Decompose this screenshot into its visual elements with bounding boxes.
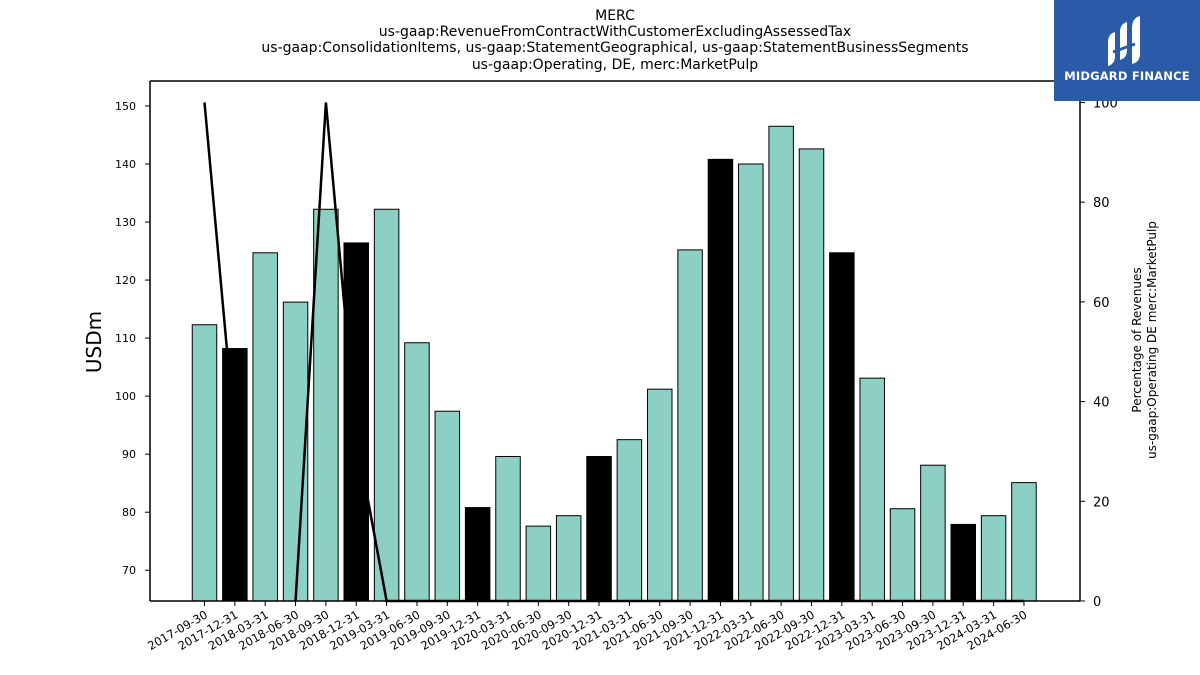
chart-title-line-1: MERC <box>595 8 635 24</box>
y2-tick-label: 20 <box>1093 495 1110 510</box>
bar-2024-06-30 <box>1011 482 1037 602</box>
midgard-logo-icon <box>1108 16 1140 66</box>
bar-2017-09-30 <box>191 324 218 602</box>
bar-2023-06-30 <box>889 508 916 602</box>
bar-2021-12-31 <box>707 158 734 602</box>
bar-2017-12-31 <box>222 348 248 602</box>
y-tick-label: 70 <box>122 564 136 577</box>
bar-2022-12-31 <box>829 252 855 602</box>
y2-tick-label: 0 <box>1093 595 1101 610</box>
y-tick-label: 140 <box>115 158 136 171</box>
y-tick-label: 90 <box>122 448 136 461</box>
bar-2019-12-31 <box>464 507 491 602</box>
chart-title: MERC us-gaap:RevenueFromContractWithCust… <box>261 8 968 73</box>
bar-2023-12-31 <box>950 523 976 602</box>
chart-title-line-2: us-gaap:RevenueFromContractWithCustomerE… <box>379 24 851 40</box>
logo-text: MIDGARD FINANCE <box>1064 69 1190 83</box>
pct-line-segment-0 <box>203 102 237 437</box>
y-tick-label: 150 <box>115 100 136 113</box>
bar-2019-06-30 <box>404 342 430 602</box>
y2-axis-label: Percentage of Revenues us-gaap:Operating… <box>1130 221 1159 459</box>
y2-tick-label: 60 <box>1093 296 1110 311</box>
y2-tick-label: 80 <box>1093 196 1110 211</box>
y-axis-label: USDm <box>82 311 106 373</box>
bar-2020-09-30 <box>555 515 582 602</box>
y2-tick-label: 40 <box>1093 396 1110 411</box>
bar-2018-12-31 <box>343 242 369 602</box>
bar-2023-09-30 <box>920 464 946 602</box>
bar-series <box>191 125 1037 602</box>
y-tick-label: 130 <box>115 216 136 229</box>
chart-title-line-4: us-gaap:Operating, DE, merc:MarketPulp <box>472 57 758 73</box>
y2-axis-label-line-2: us-gaap:Operating DE merc:MarketPulp <box>1145 221 1159 459</box>
bar-2021-06-30 <box>647 388 673 602</box>
bar-2021-03-31 <box>616 439 643 602</box>
bar-2020-12-31 <box>586 455 612 602</box>
bar-2020-06-30 <box>525 525 552 602</box>
bar-2024-03-31 <box>980 515 1007 602</box>
chart-title-line-3: us-gaap:ConsolidationItems, us-gaap:Stat… <box>261 40 968 56</box>
bar-2018-03-31 <box>252 252 278 602</box>
y-tick-label: 110 <box>115 332 136 345</box>
y-tick-label: 120 <box>115 274 136 287</box>
y-tick-label: 100 <box>115 390 136 403</box>
bar-2022-06-30 <box>768 125 794 602</box>
bar-2022-03-31 <box>738 163 764 602</box>
y-tick-label: 80 <box>122 506 136 519</box>
midgard-finance-logo: MIDGARD FINANCE <box>1054 0 1200 101</box>
y2-axis-label-line-1: Percentage of Revenues <box>1130 267 1144 412</box>
bar-2020-03-31 <box>495 455 521 602</box>
bar-2019-03-31 <box>373 208 400 602</box>
bar-2021-09-30 <box>677 249 703 602</box>
bar-2019-09-30 <box>434 410 461 602</box>
bar-2022-09-30 <box>798 148 825 602</box>
bar-2018-09-30 <box>313 208 339 602</box>
bar-2023-03-31 <box>859 377 885 602</box>
